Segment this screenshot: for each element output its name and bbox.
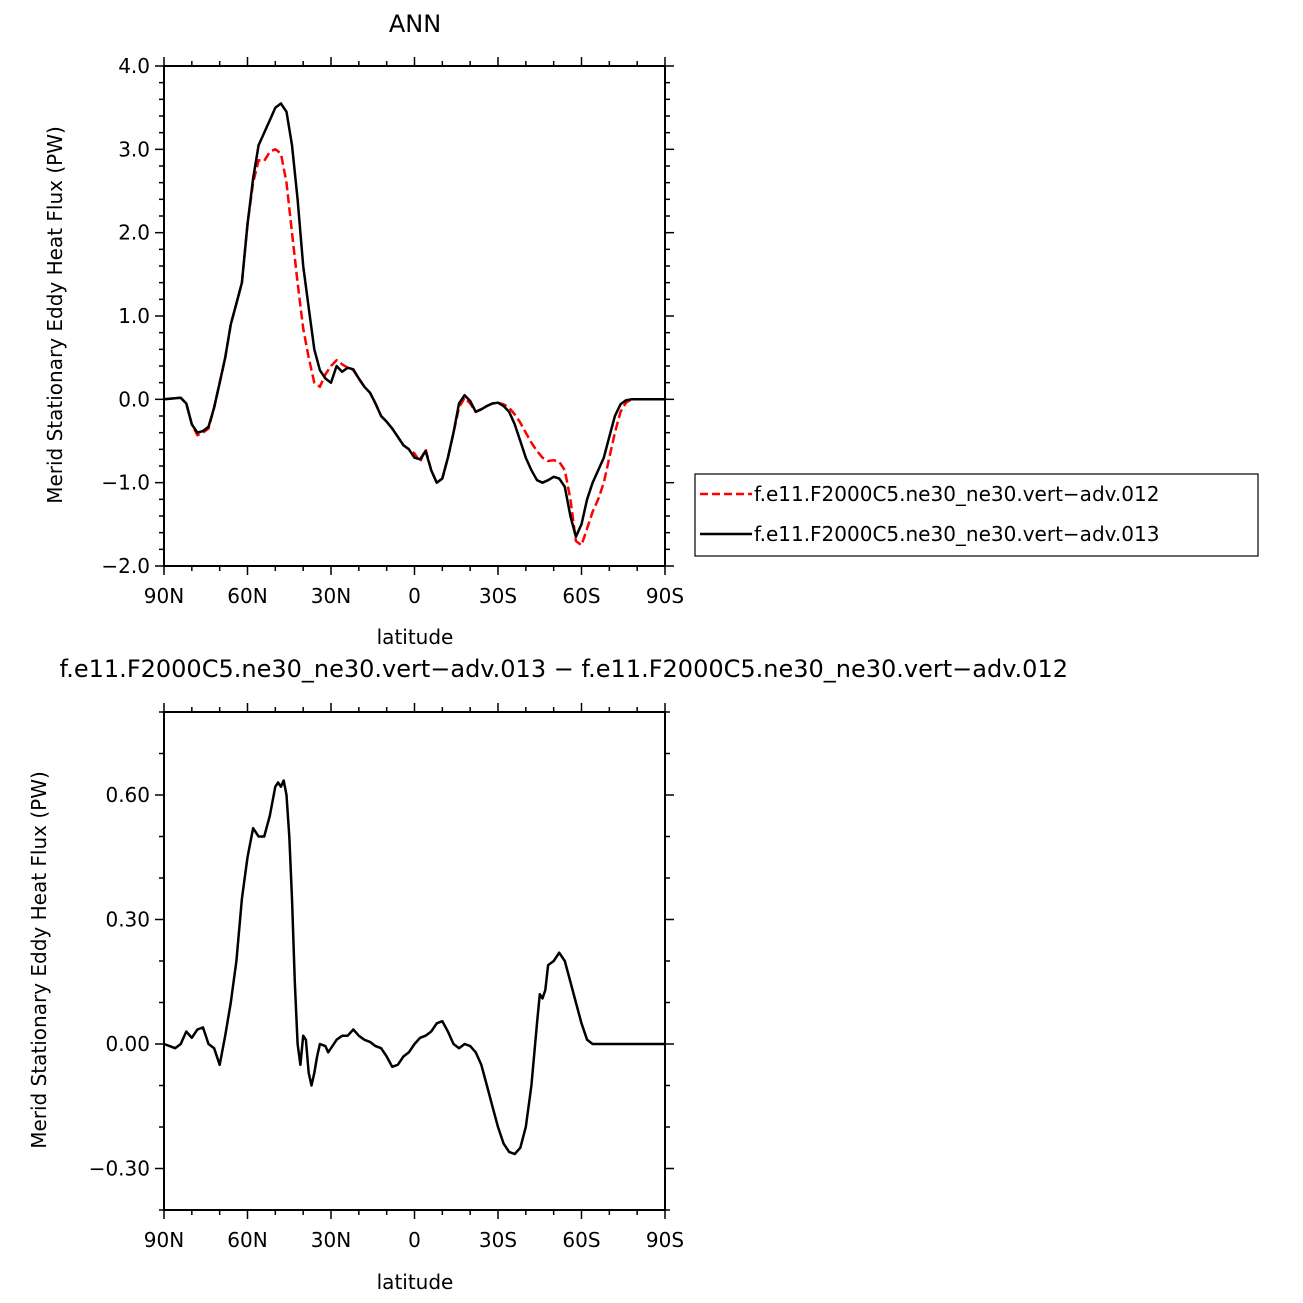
bottom-x-axis-label: latitude (377, 1270, 454, 1294)
top-series-line-1 (163, 148, 665, 547)
bottom-y-tick-label: 0.60 (105, 783, 150, 807)
bottom-chart-panel: f.e11.F2000C5.ne30_ne30.vert−adv.013 − f… (27, 655, 1068, 1294)
bottom-x-tick-label: 60S (562, 1228, 600, 1252)
legend-box (694, 473, 1259, 557)
top-x-tick-label: 90N (144, 584, 184, 608)
top-y-tick-label: 4.0 (118, 54, 150, 78)
bottom-x-tick-label: 60N (227, 1228, 267, 1252)
legend-label-012: f.e11.F2000C5.ne30_ne30.vert−adv.012 (754, 482, 1159, 506)
bottom-chart-title: f.e11.F2000C5.ne30_ne30.vert−adv.013 − f… (60, 655, 1068, 683)
top-y-tick-label: −1.0 (101, 471, 150, 495)
bottom-x-tick-label: 0 (408, 1228, 421, 1252)
top-y-tick-label: 0.0 (118, 387, 150, 411)
bottom-y-tick-label: 0.00 (105, 1032, 150, 1056)
bottom-plot-frame (163, 711, 666, 1211)
bottom-x-tick-label: 30N (311, 1228, 351, 1252)
bottom-y-tick-label: 0.30 (105, 908, 150, 932)
top-x-axis-label: latitude (377, 625, 454, 649)
bottom-x-tick-label: 30S (479, 1228, 517, 1252)
top-x-tick-label: 0 (408, 584, 421, 608)
bottom-x-tick-label: 90N (144, 1228, 184, 1252)
top-chart-title: ANN (389, 10, 441, 38)
top-chart-panel: ANN 90N 60N 30N 0 30S 60S 90S 4.0 3.0 2.0 1.0 0.0 −1… (43, 10, 684, 649)
top-plot-area: 90N 60N 30N 0 30S 60S 90S 4.0 3.0 2.0 1.0 0.0 −1.0 −2… (101, 54, 684, 608)
top-x-tick-label: 90S (646, 584, 684, 608)
bottom-plot-area: 90N 60N 30N 0 30S 60S 90S 0.60 0.30 0.00 −0.30 (89, 703, 684, 1252)
legend: f.e11.F2000C5.ne30_ne30.vert−adv.012 f.e… (694, 473, 1259, 557)
top-x-tick-label: 30S (479, 584, 517, 608)
top-series-line-2 (163, 102, 665, 539)
top-y-tick-label: 1.0 (118, 304, 150, 328)
top-x-tick-label: 30N (311, 584, 351, 608)
legend-label-013: f.e11.F2000C5.ne30_ne30.vert−adv.013 (754, 522, 1159, 546)
top-y-tick-label: 3.0 (118, 137, 150, 161)
top-x-tick-label: 60S (562, 584, 600, 608)
bottom-y-tick-label: −0.30 (89, 1157, 150, 1181)
top-y-tick-label: 2.0 (118, 221, 150, 245)
top-x-tick-label: 60N (227, 584, 267, 608)
bottom-x-tick-label: 90S (646, 1228, 684, 1252)
bottom-series-line-1 (163, 779, 665, 1156)
bottom-y-axis-label: Merid Stationary Eddy Heat Flux (PW) (27, 771, 51, 1149)
top-y-tick-label: −2.0 (101, 554, 150, 578)
top-y-axis-label: Merid Stationary Eddy Heat Flux (PW) (43, 126, 67, 504)
